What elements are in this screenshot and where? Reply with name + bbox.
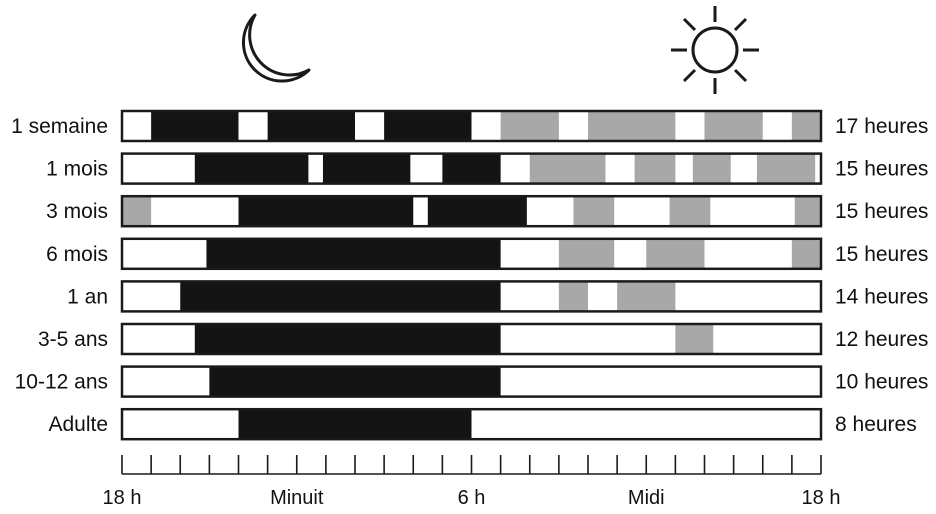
- row-age-label: 1 mois: [46, 158, 108, 181]
- row-frame: [120, 109, 823, 143]
- axis-tick-label: 18 h: [802, 487, 841, 509]
- row-frame: [120, 194, 823, 228]
- row-total-label: 17 heures: [835, 115, 928, 138]
- nap-segment: [529, 153, 606, 184]
- night-sleep-segment: [238, 196, 414, 227]
- row-total-label: 8 heures: [835, 413, 917, 436]
- nap-segment: [558, 281, 588, 312]
- row-total-label: 10 heures: [835, 371, 928, 394]
- night-sleep-segment: [322, 153, 411, 184]
- nap-segment: [558, 238, 615, 269]
- row-age-label: 3 mois: [46, 200, 108, 223]
- row-frame: [120, 237, 823, 271]
- night-sleep-segment: [206, 238, 501, 269]
- night-sleep-segment: [180, 281, 501, 312]
- nap-segment: [675, 324, 714, 354]
- row-age-label: Adulte: [48, 413, 108, 436]
- nap-segment: [122, 196, 152, 227]
- timeline-row: 1 an 14 heures: [67, 280, 928, 313]
- night-sleep-segment: [442, 153, 501, 184]
- axis-tick-label: 6 h: [458, 487, 486, 509]
- row-age-label: 10-12 ans: [15, 371, 108, 394]
- row-frame: [120, 407, 823, 441]
- row-total-label: 15 heures: [835, 243, 928, 266]
- night-sleep-segment: [238, 409, 472, 440]
- nap-segment: [500, 111, 559, 141]
- nap-segment: [692, 153, 731, 184]
- timeline-row: 3 mois 15 heures: [46, 194, 928, 228]
- axis-tick-label: Midi: [628, 487, 665, 509]
- row-total-label: 12 heures: [835, 328, 928, 351]
- time-axis: 18 h Minuit 6 h Midi 18 h: [103, 455, 841, 509]
- row-total-label: 14 heures: [835, 285, 928, 308]
- row-age-label: 1 an: [67, 285, 108, 308]
- sun-icon: [671, 6, 759, 94]
- row-total-label: 15 heures: [835, 158, 928, 181]
- timeline-row: 1 mois 15 heures: [46, 152, 928, 185]
- night-sleep-segment: [151, 111, 239, 141]
- nap-segment: [617, 281, 676, 312]
- nap-segment: [634, 153, 676, 184]
- nap-segment: [756, 153, 816, 184]
- timeline-row: 3-5 ans 12 heures: [38, 322, 928, 356]
- row-total-label: 15 heures: [835, 200, 928, 223]
- row-frame: [120, 152, 823, 185]
- row-frame: [120, 280, 823, 313]
- timeline-row: Adulte 8 heures: [48, 407, 917, 441]
- row-age-label: 3-5 ans: [38, 328, 108, 351]
- axis-tick-label: 18 h: [103, 487, 142, 509]
- night-sleep-segment: [209, 366, 501, 397]
- nap-segment: [704, 111, 763, 141]
- night-sleep-segment: [194, 324, 501, 354]
- moon-icon: [241, 13, 311, 83]
- row-frame: [120, 322, 823, 356]
- night-sleep-segment: [384, 111, 472, 141]
- night-sleep-segment: [267, 111, 355, 141]
- axis-tick-label: Minuit: [270, 487, 324, 509]
- nap-segment: [791, 111, 821, 141]
- night-sleep-segment: [427, 196, 527, 227]
- nap-segment: [573, 196, 615, 227]
- nap-segment: [588, 111, 676, 141]
- timeline-row: 1 semaine 17 heures: [11, 109, 928, 143]
- nap-segment: [791, 238, 821, 269]
- nap-segment: [646, 238, 705, 269]
- night-sleep-segment: [194, 153, 309, 184]
- nap-segment: [794, 196, 821, 227]
- timeline-row: 10-12 ans 10 heures: [15, 365, 928, 398]
- row-frame: [120, 365, 823, 398]
- nap-segment: [669, 196, 711, 227]
- row-age-label: 1 semaine: [11, 115, 108, 138]
- timeline-row: 6 mois 15 heures: [46, 237, 928, 271]
- row-age-label: 6 mois: [46, 243, 108, 266]
